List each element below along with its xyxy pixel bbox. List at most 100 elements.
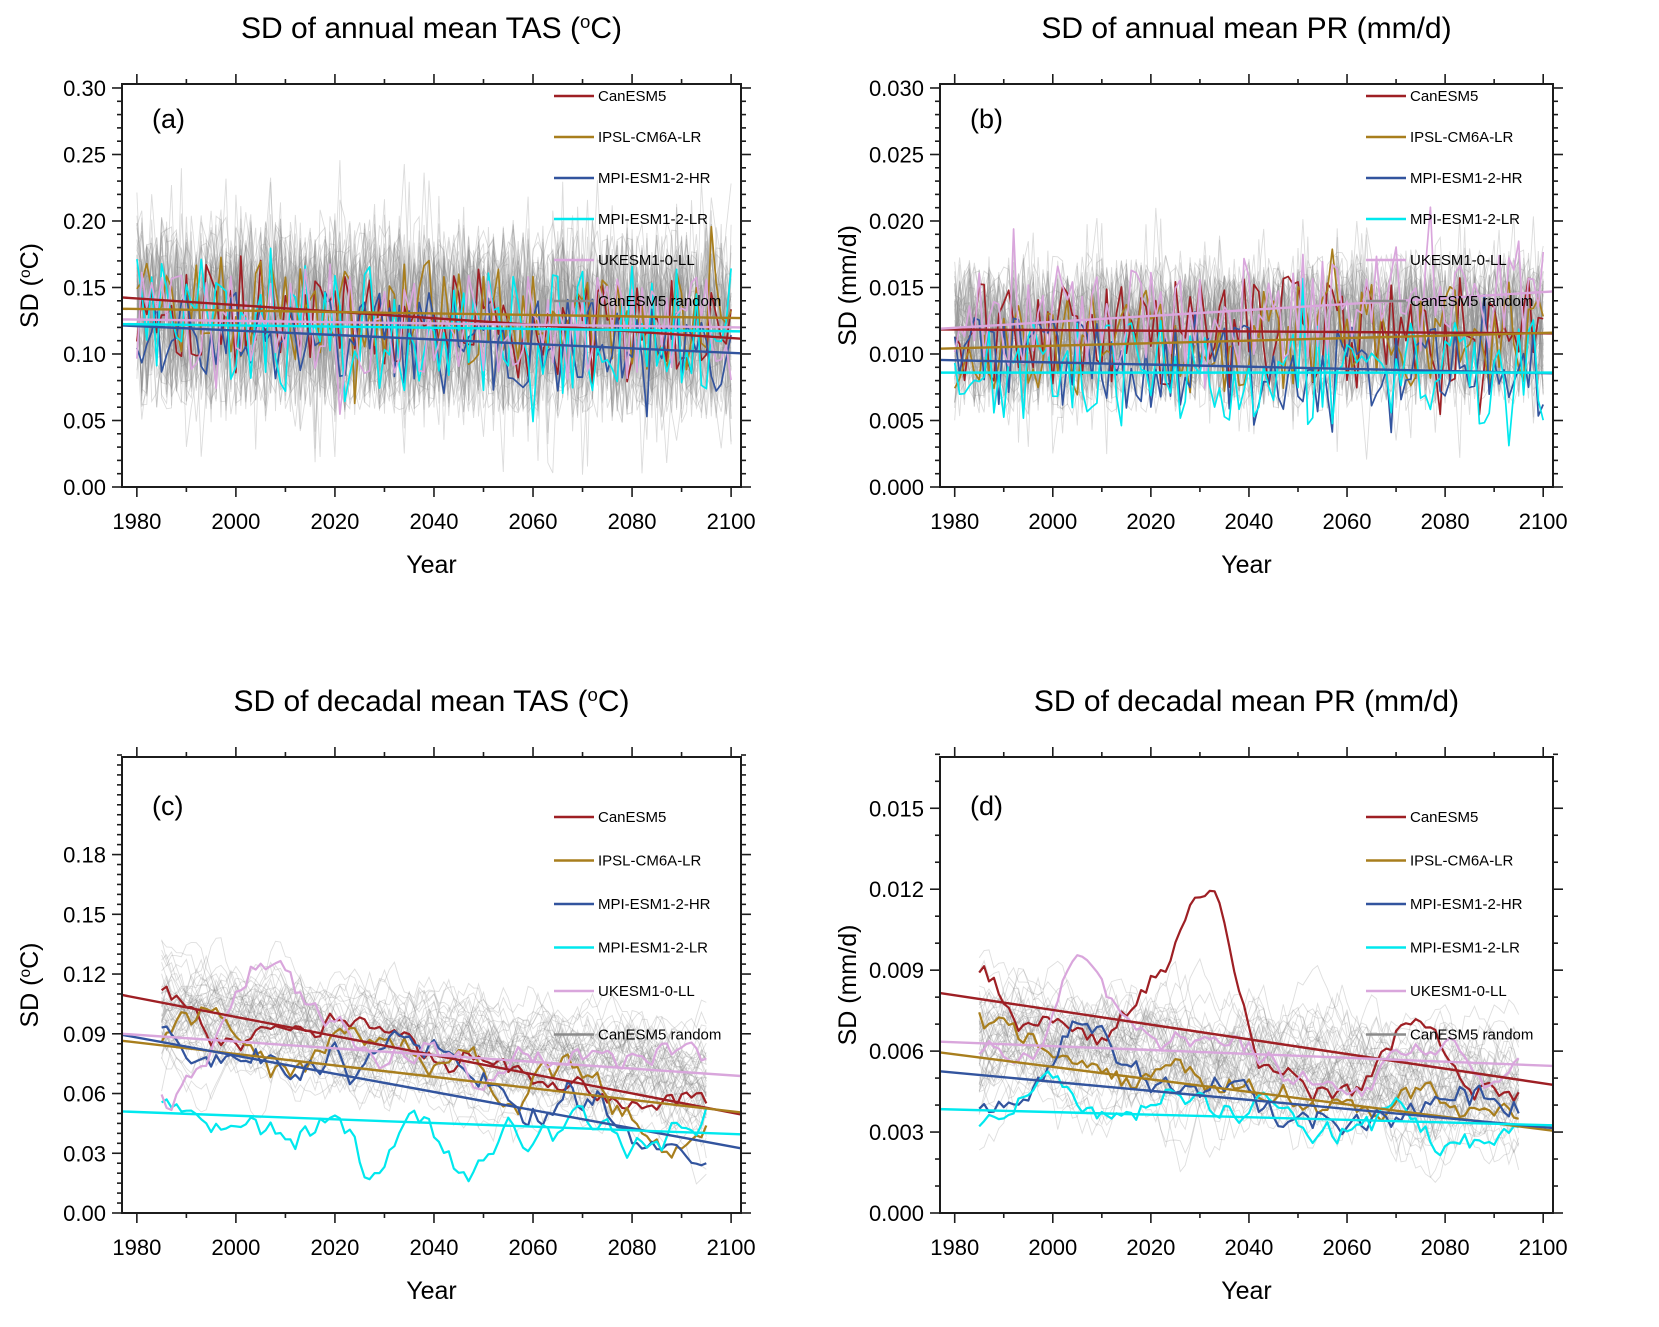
y-tick-label: 0.000 (869, 475, 924, 500)
ensemble-member-line (978, 1003, 1520, 1183)
ensemble-member-line (954, 275, 1544, 447)
legend-label: MPI-ESM1-2-LR (598, 940, 708, 957)
ensemble-member-line (161, 964, 707, 1103)
ensemble-member-line (978, 1004, 1520, 1133)
y-tick-label: 0.025 (869, 142, 924, 167)
x-axis-label: Year (1221, 1277, 1272, 1305)
ensemble-member-line (979, 991, 1520, 1131)
ensemble-member-line (161, 995, 707, 1125)
y-axis-label: SD (oC) (16, 243, 44, 328)
ensemble-member-line (978, 1010, 1519, 1116)
panel-letter: (a) (152, 104, 185, 134)
plot-frame (121, 83, 742, 488)
trend-line-UKESM1-0-LL (940, 290, 1553, 330)
legend-label: CanESM5 random (1410, 1027, 1533, 1044)
series-line-UKESM1-0-LL (136, 263, 732, 415)
panel-letter: (b) (970, 104, 1003, 134)
x-tick-label: 1980 (112, 509, 161, 534)
ensemble-member-line (136, 262, 732, 474)
ensemble-member-line (978, 959, 1520, 1130)
ensemble-member-line (161, 965, 707, 1094)
x-axis-label: Year (406, 551, 457, 579)
ensemble-member-line (978, 1025, 1520, 1154)
x-tick-label: 2000 (1028, 509, 1077, 534)
y-tick-label: 0.015 (869, 796, 924, 821)
y-tick-label: 0.00 (63, 1201, 106, 1226)
legend-label: CanESM5 random (598, 293, 721, 310)
ensemble-member-line (161, 993, 707, 1145)
trend-line-IPSL-CM6A-LR (122, 307, 741, 320)
ensemble-member-line (161, 964, 707, 1097)
legend-label: UKESM1-0-LL (1410, 983, 1507, 1000)
x-tick-label: 2100 (707, 509, 756, 534)
x-tick-label: 2080 (1421, 509, 1470, 534)
ensemble-member-line (161, 989, 707, 1124)
series-line-IPSL-CM6A-LR (160, 1006, 708, 1159)
trend-line-MPI-ESM1-2-HR (940, 1070, 1553, 1130)
trend-line-CanESM5 (122, 296, 741, 340)
ensemble-member-line (161, 985, 707, 1108)
y-tick-label: 0.005 (869, 408, 924, 433)
x-tick-label: 2100 (1519, 509, 1568, 534)
ensemble-member-line (136, 227, 732, 423)
ensemble-member-line (136, 266, 732, 423)
y-tick-label: 0.20 (63, 209, 106, 234)
x-tick-label: 2000 (211, 1235, 260, 1260)
legend-label: MPI-ESM1-2-HR (1410, 170, 1523, 187)
ensemble-member-line (978, 998, 1519, 1145)
y-tick-label: 0.09 (63, 1022, 106, 1047)
x-tick-label: 2060 (1323, 509, 1372, 534)
x-tick-label: 1980 (930, 509, 979, 534)
x-axis-label: Year (406, 1277, 457, 1305)
ensemble-member-line (161, 976, 707, 1109)
panel-title: SD of decadal mean PR (mm/d) (1034, 685, 1459, 718)
plot-frame (939, 83, 1554, 488)
ensemble-member-line (136, 251, 732, 463)
ensemble-member-line (161, 993, 707, 1108)
ensemble-member-line (978, 983, 1520, 1129)
ensemble-member-line (161, 978, 707, 1095)
panel-title: SD of decadal mean TAS (oC) (233, 684, 629, 718)
ensemble-member-line (954, 232, 1544, 401)
ensemble-member-line (136, 243, 732, 414)
series-line-MPI-ESM1-2-HR (136, 291, 732, 418)
ensemble-member-line (161, 978, 707, 1106)
ensemble-member-line (161, 984, 707, 1115)
ensemble-member-line (136, 205, 732, 454)
ensemble-member-line (161, 954, 707, 1070)
x-tick-label: 2040 (409, 509, 458, 534)
y-tick-label: 0.006 (869, 1039, 924, 1064)
legend-label: MPI-ESM1-2-HR (598, 896, 711, 913)
plot-frame (939, 756, 1554, 1214)
ensemble-member-line (161, 962, 707, 1098)
x-tick-label: 2040 (409, 1235, 458, 1260)
trend-line-CanESM5 (940, 328, 1553, 335)
x-tick-label: 2020 (1126, 1235, 1175, 1260)
trend-line-MPI-ESM1-2-LR (122, 322, 741, 333)
ensemble-member-line (136, 196, 732, 445)
plot-area-c (122, 937, 741, 1185)
ensemble-member-line (161, 958, 707, 1113)
x-tick-label: 2080 (1421, 1235, 1470, 1260)
y-tick-label: 0.030 (869, 76, 924, 101)
y-tick-label: 0.009 (869, 958, 924, 983)
axis-ticks (930, 74, 1563, 497)
ensemble-member-line (161, 985, 707, 1108)
series-line-MPI-ESM1-2-HR (978, 1020, 1520, 1136)
ensemble-member-line (136, 199, 732, 473)
y-tick-label: 0.00 (63, 475, 106, 500)
y-tick-label: 0.30 (63, 76, 106, 101)
trend-line-UKESM1-0-LL (940, 1040, 1553, 1068)
series-line-MPI-ESM1-2-LR (136, 247, 732, 423)
legend-label: UKESM1-0-LL (1410, 252, 1507, 269)
legend-label: IPSL-CM6A-LR (1410, 853, 1514, 870)
ensemble-member-line (978, 957, 1520, 1101)
x-tick-label: 2060 (1323, 1235, 1372, 1260)
ensemble-member-line (978, 1014, 1520, 1142)
panel-letter: (d) (970, 791, 1003, 821)
ensemble-member-line (161, 975, 707, 1134)
ensemble-member-line (954, 220, 1544, 397)
trend-line-CanESM5 (940, 991, 1553, 1087)
